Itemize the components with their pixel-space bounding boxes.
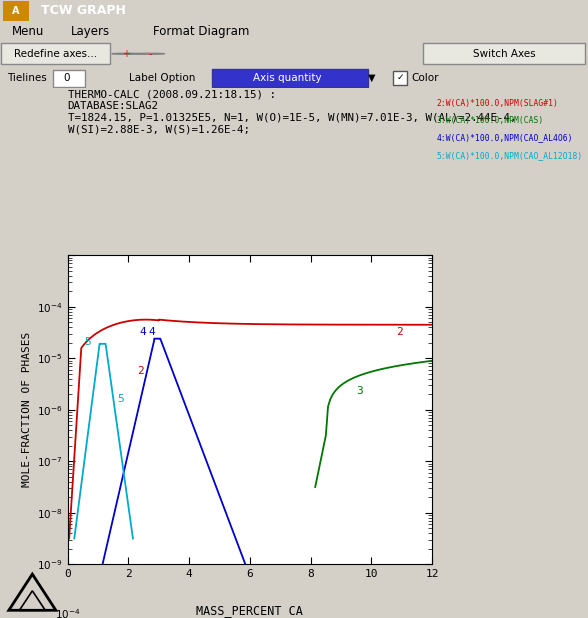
- Text: 0: 0: [63, 73, 69, 83]
- Text: Layers: Layers: [71, 25, 110, 38]
- FancyBboxPatch shape: [1, 43, 110, 64]
- Text: ✓: ✓: [397, 74, 404, 82]
- Text: Tielines: Tielines: [7, 73, 47, 83]
- FancyBboxPatch shape: [393, 71, 407, 85]
- Text: 3: 3: [356, 386, 363, 396]
- Text: TCW GRAPH: TCW GRAPH: [41, 4, 126, 17]
- Text: ▼: ▼: [368, 73, 376, 83]
- Text: 5: 5: [117, 394, 123, 404]
- Text: 2: 2: [396, 327, 402, 337]
- Y-axis label: MOLE-FRACTION OF PHASES: MOLE-FRACTION OF PHASES: [22, 332, 32, 488]
- Text: +: +: [122, 49, 131, 59]
- FancyBboxPatch shape: [3, 1, 29, 21]
- FancyBboxPatch shape: [423, 43, 585, 64]
- Text: 4:W(CA)*100.0,NPM(CAO_AL4O6): 4:W(CA)*100.0,NPM(CAO_AL4O6): [436, 133, 573, 143]
- Text: Switch Axes: Switch Axes: [473, 49, 536, 59]
- FancyBboxPatch shape: [53, 70, 85, 87]
- Text: 2: 2: [138, 366, 144, 376]
- Text: Axis quantity: Axis quantity: [253, 73, 321, 83]
- Text: Menu: Menu: [12, 25, 44, 38]
- Text: 5: 5: [84, 337, 91, 347]
- X-axis label: MASS_PERCENT CA: MASS_PERCENT CA: [196, 604, 303, 617]
- Text: 2:W(CA)*100.0,NPM(SLAG#1): 2:W(CA)*100.0,NPM(SLAG#1): [436, 99, 558, 108]
- Text: Format Diagram: Format Diagram: [153, 25, 249, 38]
- Text: Label Option: Label Option: [129, 73, 196, 83]
- Circle shape: [112, 53, 141, 54]
- FancyBboxPatch shape: [212, 69, 368, 87]
- Text: 5:W(CA)*100.0,NPM(CAO_AL12O18): 5:W(CA)*100.0,NPM(CAO_AL12O18): [436, 151, 583, 160]
- Text: THERMO-CALC (2008.09.21:18.15) :
DATABASE:SLAG2
T=1824.15, P=1.01325E5, N=1, W(O: THERMO-CALC (2008.09.21:18.15) : DATABAS…: [68, 90, 516, 134]
- Text: Color: Color: [412, 73, 439, 83]
- Text: 4: 4: [139, 327, 146, 337]
- Text: -: -: [148, 49, 152, 59]
- Text: Redefine axes...: Redefine axes...: [14, 49, 97, 59]
- Text: A: A: [12, 6, 19, 16]
- Text: $10^{-4}$: $10^{-4}$: [55, 607, 81, 618]
- Circle shape: [135, 53, 165, 54]
- Text: 3:W(CA)*100.0,NPM(CAS): 3:W(CA)*100.0,NPM(CAS): [436, 116, 543, 125]
- Text: 4: 4: [148, 327, 155, 337]
